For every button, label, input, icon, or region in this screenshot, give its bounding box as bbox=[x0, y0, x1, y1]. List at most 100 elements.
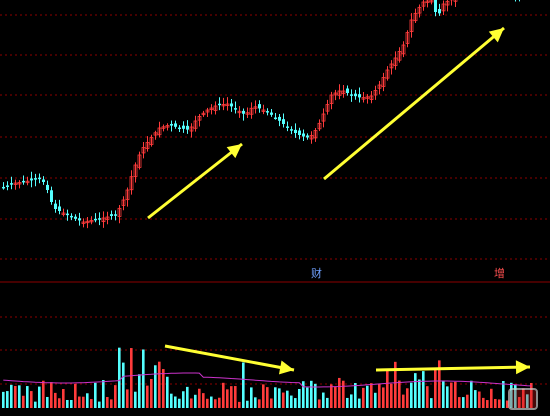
volume-bar bbox=[174, 396, 177, 408]
volume-bar bbox=[62, 389, 65, 408]
candle-body bbox=[393, 57, 398, 66]
candle-body bbox=[385, 69, 390, 79]
volume-bar bbox=[482, 397, 485, 408]
volume-bar bbox=[66, 399, 69, 408]
volume-bar bbox=[298, 388, 301, 408]
volume-bar bbox=[30, 391, 33, 408]
volume-bar bbox=[474, 390, 477, 408]
candle-body bbox=[309, 135, 314, 140]
volume-bar bbox=[490, 388, 493, 408]
candle-body bbox=[341, 90, 346, 95]
candle-body bbox=[225, 103, 230, 106]
candle-body bbox=[417, 6, 422, 14]
volume-bar bbox=[102, 380, 105, 408]
volume-bar bbox=[442, 380, 445, 408]
volume-bar bbox=[314, 383, 317, 408]
volume-bar bbox=[258, 399, 261, 408]
candle-body bbox=[230, 103, 233, 107]
volume-bar bbox=[70, 400, 73, 408]
candle-body bbox=[209, 107, 214, 111]
volume-bar bbox=[354, 383, 357, 408]
trend-arrow-shaft bbox=[164, 344, 295, 372]
volume-bar bbox=[130, 348, 133, 408]
candle-body bbox=[325, 104, 330, 112]
volume-bar bbox=[514, 384, 517, 408]
candle-body bbox=[94, 218, 97, 221]
volume-bar bbox=[162, 369, 165, 408]
volume-bar bbox=[478, 391, 481, 408]
candle-body bbox=[13, 182, 18, 185]
candle-body bbox=[270, 112, 273, 115]
volume-bar bbox=[134, 391, 137, 408]
candle-body bbox=[193, 120, 198, 129]
volume-bar bbox=[394, 361, 397, 408]
volume-bar bbox=[90, 399, 93, 408]
volume-bar bbox=[510, 382, 513, 408]
candle-body bbox=[282, 119, 285, 124]
volume-bar bbox=[86, 393, 89, 408]
candle-body bbox=[377, 84, 382, 89]
candle-body bbox=[401, 44, 406, 55]
volume-bar bbox=[302, 381, 305, 408]
volume-bar bbox=[138, 374, 141, 408]
candle-body bbox=[369, 95, 374, 100]
volume-bar bbox=[78, 396, 81, 408]
candle-body bbox=[350, 94, 353, 96]
volume-bar bbox=[74, 383, 77, 408]
candle-body bbox=[74, 216, 77, 219]
volume-bar bbox=[46, 396, 49, 408]
volume-bar bbox=[34, 401, 37, 408]
candle-body bbox=[409, 19, 414, 32]
candle-body bbox=[237, 110, 242, 114]
volume-bar bbox=[218, 397, 221, 408]
volume-bar bbox=[106, 397, 109, 408]
volume-bar bbox=[282, 392, 285, 408]
financial-report-marker[interactable]: 财 bbox=[311, 267, 322, 280]
candle-body bbox=[213, 105, 218, 111]
candle-body bbox=[161, 126, 166, 129]
volume-bar bbox=[238, 401, 241, 408]
candle-body bbox=[66, 213, 69, 216]
candle-body bbox=[218, 103, 221, 106]
volume-bar bbox=[22, 395, 25, 408]
volume-bar bbox=[270, 398, 273, 408]
volume-bar bbox=[202, 393, 205, 408]
volume-bar bbox=[54, 392, 57, 408]
candlestick-series bbox=[2, 0, 520, 229]
trend-arrow-shaft bbox=[147, 142, 243, 220]
candle-body bbox=[413, 12, 418, 22]
volume-bar bbox=[418, 379, 421, 408]
volume-bar bbox=[530, 382, 533, 408]
volume-bar bbox=[458, 397, 461, 408]
candle-body bbox=[373, 90, 378, 96]
candle-body bbox=[253, 106, 258, 109]
volume-bar bbox=[190, 398, 193, 408]
candle-body bbox=[114, 214, 117, 216]
volume-bar bbox=[502, 381, 505, 408]
volume-bar bbox=[158, 361, 161, 408]
share-increase-marker[interactable]: 增 bbox=[494, 267, 505, 280]
candle-body bbox=[121, 199, 126, 206]
volume-bar bbox=[278, 388, 281, 408]
trend-arrow-head bbox=[226, 144, 242, 159]
volume-bar bbox=[286, 390, 289, 408]
grid-lines bbox=[0, 14, 550, 385]
volume-bar bbox=[226, 389, 229, 408]
volume-bar bbox=[234, 386, 237, 408]
volume-bar bbox=[526, 394, 529, 408]
volume-bar bbox=[446, 386, 449, 408]
candle-body bbox=[278, 116, 281, 121]
candle-body bbox=[178, 127, 181, 130]
volume-bar bbox=[518, 397, 521, 408]
volume-bar bbox=[14, 385, 17, 408]
candle-body bbox=[105, 216, 110, 220]
candle-body bbox=[405, 32, 410, 44]
volume-bar bbox=[170, 393, 173, 408]
volume-bar bbox=[58, 398, 61, 408]
candle-body bbox=[313, 130, 318, 139]
volume-bar bbox=[506, 400, 509, 408]
candle-body bbox=[221, 104, 226, 107]
candle-body bbox=[421, 1, 426, 7]
volume-average-line bbox=[3, 372, 532, 388]
candle-body bbox=[42, 179, 45, 182]
